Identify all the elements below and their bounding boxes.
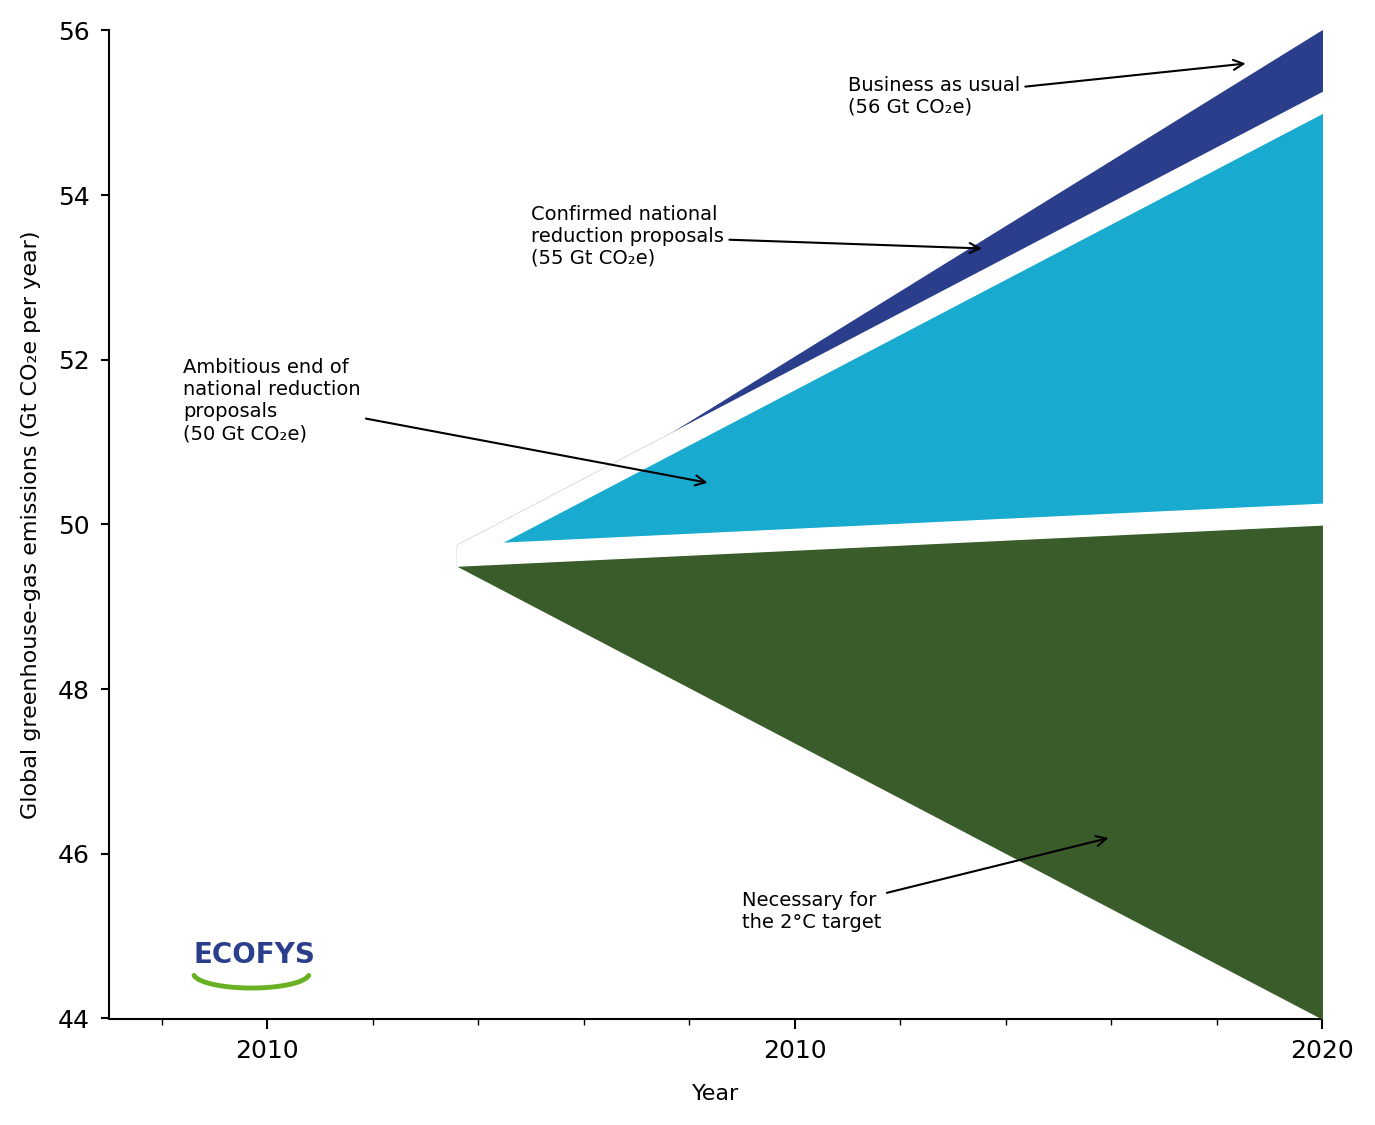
Text: ECOFYS: ECOFYS [194,942,315,969]
Text: Necessary for
the 2°C target: Necessary for the 2°C target [742,836,1107,932]
Y-axis label: Global greenhouse-gas emissions (Gt CO₂e per year): Global greenhouse-gas emissions (Gt CO₂e… [21,231,41,819]
X-axis label: Year: Year [692,1084,740,1104]
Text: Ambitious end of
national reduction
proposals
(50 Gt CO₂e): Ambitious end of national reduction prop… [183,359,705,485]
Text: Business as usual
(56 Gt CO₂e): Business as usual (56 Gt CO₂e) [847,60,1243,117]
Text: Confirmed national
reduction proposals
(55 Gt CO₂e): Confirmed national reduction proposals (… [531,205,979,268]
